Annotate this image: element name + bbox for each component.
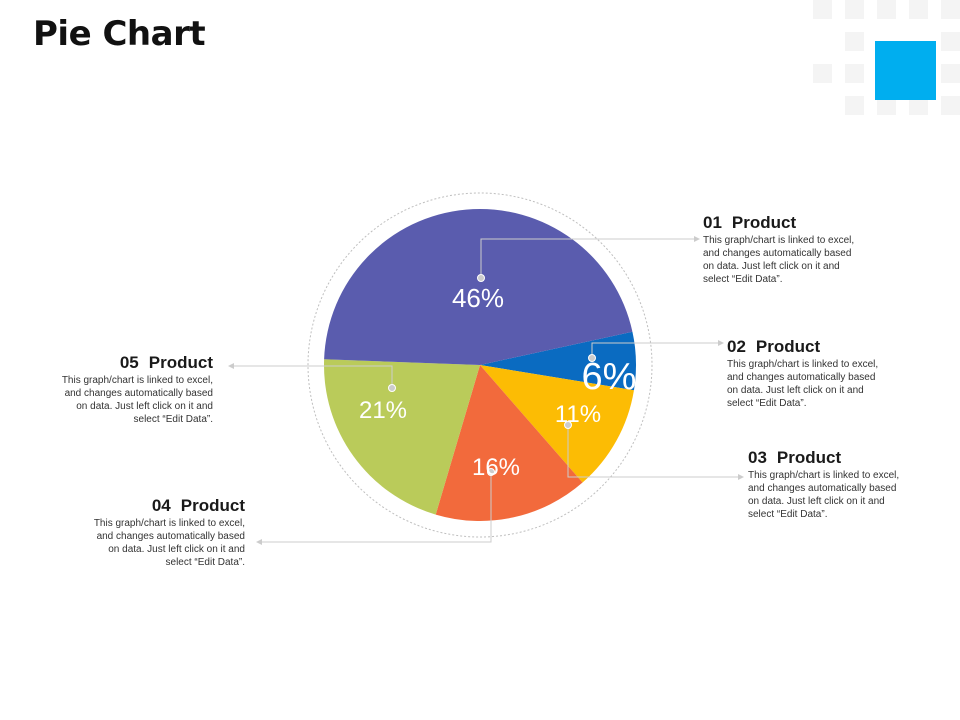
callout-text-line: select “Edit Data”. — [727, 398, 807, 409]
deco-square — [813, 64, 832, 83]
leader-arrowhead — [694, 236, 700, 242]
leader-line — [262, 472, 492, 543]
deco-square — [845, 64, 864, 83]
callout-text-line: on data. Just left click on it and — [727, 385, 864, 396]
leader-line — [567, 425, 738, 478]
leader-dot — [564, 421, 572, 429]
callout-text-line: and changes automatically based — [703, 248, 852, 259]
deco-square — [941, 0, 960, 19]
callout-number: 04 — [151, 496, 171, 515]
deco-square — [941, 32, 960, 51]
callout-text-line: This graph/chart is linked to excel, — [61, 375, 213, 386]
pie-slice-03-product — [480, 365, 634, 483]
callout-text-line: This graph/chart is linked to excel, — [727, 359, 879, 370]
callout-text-line: select “Edit Data”. — [703, 274, 783, 285]
leader-line — [591, 342, 718, 358]
pie-slice-05-product — [323, 359, 480, 515]
callout-text-line: This graph/chart is linked to excel, — [703, 235, 855, 246]
deco-square — [877, 0, 896, 19]
callout-name: Product — [776, 448, 842, 467]
accent-square — [875, 41, 936, 100]
callout-text-line: and changes automatically based — [727, 372, 876, 383]
slice-label-04-product: 16% — [472, 454, 520, 481]
deco-square — [941, 96, 960, 115]
callout-number: 02 — [727, 337, 746, 356]
deco-square — [941, 64, 960, 83]
deco-square — [909, 0, 928, 19]
callout-text-line: on data. Just left click on it and — [76, 401, 213, 412]
leader-line — [480, 238, 694, 278]
slice-label-02-product: 6% — [582, 356, 637, 398]
callout-name: Product — [755, 337, 821, 356]
leader-arrowhead — [228, 363, 234, 369]
callout-text-line: on data. Just left click on it and — [748, 496, 885, 507]
callout-01-product: 01 Product This graph/chart is linked to … — [703, 213, 903, 286]
pie-slices — [323, 208, 637, 522]
leader-lines — [228, 236, 744, 545]
callout-04-product: 04 Product This graph/chart is linked to … — [45, 496, 245, 569]
callout-text-line: and changes automatically based — [748, 483, 897, 494]
leader-dot — [487, 468, 495, 476]
leader-dot — [477, 274, 485, 282]
callout-text-line: on data. Just left click on it and — [703, 261, 840, 272]
leader-line — [234, 365, 393, 388]
page-title: Pie Chart — [33, 14, 206, 54]
callout-number: 01 — [703, 213, 722, 232]
callout-text-line: This graph/chart is linked to excel, — [748, 470, 900, 481]
callout-02-product: 02 Product This graph/chart is linked to … — [727, 337, 927, 410]
callout-text-line: select “Edit Data”. — [748, 509, 828, 520]
callout-text-line: and changes automatically based — [64, 388, 213, 399]
deco-square — [877, 96, 896, 115]
slice-labels: 6% 11% 16% 21% 46% — [359, 283, 636, 481]
leader-dot — [588, 354, 596, 362]
slice-label-05-product: 21% — [359, 397, 407, 424]
leader-arrowhead — [738, 474, 744, 480]
deco-square — [813, 0, 832, 19]
callout-number: 05 — [119, 353, 139, 372]
pie-slice-02-product — [480, 331, 637, 391]
callout-05-product: 05 Product This graph/chart is linked to … — [13, 353, 213, 426]
callout-number: 03 — [748, 448, 767, 467]
callout-text-line: This graph/chart is linked to excel, — [93, 518, 245, 529]
leader-arrowhead — [256, 539, 262, 545]
callout-name: Product — [731, 213, 797, 232]
callout-03-product: 03 Product This graph/chart is linked to … — [748, 448, 948, 521]
slice-label-01-product: 46% — [452, 283, 504, 313]
deco-square — [845, 32, 864, 51]
callout-text-line: select “Edit Data”. — [165, 557, 245, 568]
callout-text-line: select “Edit Data”. — [133, 414, 213, 425]
leader-arrowhead — [718, 340, 724, 346]
deco-square — [845, 0, 864, 19]
pie-outer-ring — [307, 192, 653, 538]
deco-grid — [813, 0, 960, 115]
pie-slice-04-product — [435, 365, 583, 522]
pie-slice-01-product — [324, 208, 633, 365]
slice-label-03-product: 11% — [555, 401, 601, 428]
leader-dot — [388, 384, 396, 392]
callout-text-line: and changes automatically based — [96, 531, 245, 542]
deco-square — [845, 96, 864, 115]
callout-name: Product — [148, 353, 213, 372]
deco-square — [909, 96, 928, 115]
callout-text-line: on data. Just left click on it and — [108, 544, 245, 555]
callout-name: Product — [180, 496, 245, 515]
